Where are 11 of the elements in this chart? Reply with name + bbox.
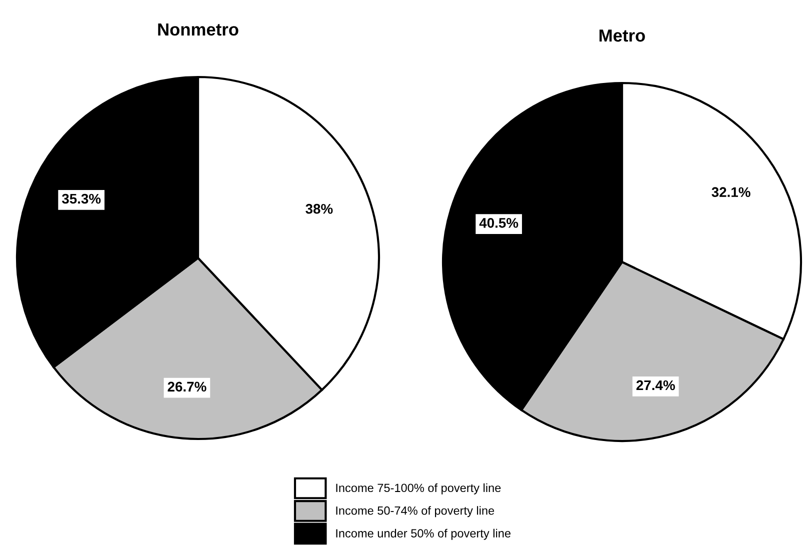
data-label: 26.7% xyxy=(168,382,206,392)
legend-label: Income 75-100% of poverty line xyxy=(336,483,501,494)
legend-label: Income 50-74% of poverty line xyxy=(336,506,494,518)
data-label: 38% xyxy=(306,204,333,214)
data-label: 27.4% xyxy=(636,380,675,390)
data-label: 40.5% xyxy=(479,218,518,228)
chart-title: Metro xyxy=(600,30,645,42)
data-label: 32.1% xyxy=(712,187,750,198)
legend-label: Income under 50% of poverty line xyxy=(336,528,510,540)
chart-title: Nonmetro xyxy=(158,24,238,36)
data-label: 35.3% xyxy=(62,194,101,204)
